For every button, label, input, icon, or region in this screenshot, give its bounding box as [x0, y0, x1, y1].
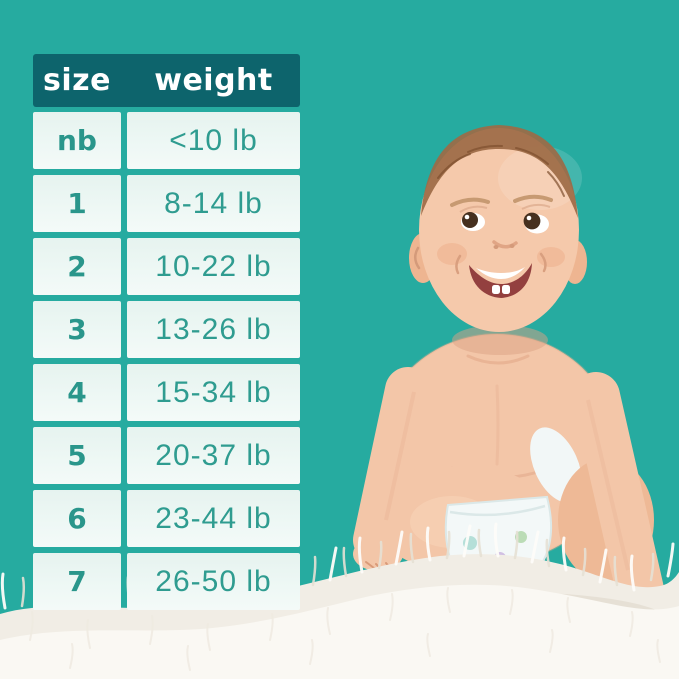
- size-cell-1: 1: [33, 175, 121, 232]
- weight-column-header: weight: [154, 63, 273, 98]
- size-cell-7: 7: [33, 553, 121, 610]
- baby-figure: [353, 125, 670, 617]
- table-body: nb <10 lb 1 8-14 lb 2 10-22 lb 3 13-26 l…: [33, 112, 300, 610]
- fur-rug: [0, 522, 679, 679]
- weight-cell-nb: <10 lb: [127, 112, 300, 169]
- size-column-header: size: [43, 63, 111, 98]
- weight-cell-7: 26-50 lb: [127, 553, 300, 610]
- size-cell-5: 5: [33, 427, 121, 484]
- weight-cell-4: 15-34 lb: [127, 364, 300, 421]
- size-cell-6: 6: [33, 490, 121, 547]
- table-header: size weight: [33, 54, 300, 107]
- size-chart-table: size weight nb <10 lb 1 8-14 lb 2 10-22 …: [33, 54, 300, 610]
- weight-cell-3: 13-26 lb: [127, 301, 300, 358]
- weight-cell-2: 10-22 lb: [127, 238, 300, 295]
- size-cell-2: 2: [33, 238, 121, 295]
- weight-cell-5: 20-37 lb: [127, 427, 300, 484]
- size-cell-4: 4: [33, 364, 121, 421]
- size-cell-3: 3: [33, 301, 121, 358]
- weight-cell-6: 23-44 lb: [127, 490, 300, 547]
- size-cell-nb: nb: [33, 112, 121, 169]
- weight-cell-1: 8-14 lb: [127, 175, 300, 232]
